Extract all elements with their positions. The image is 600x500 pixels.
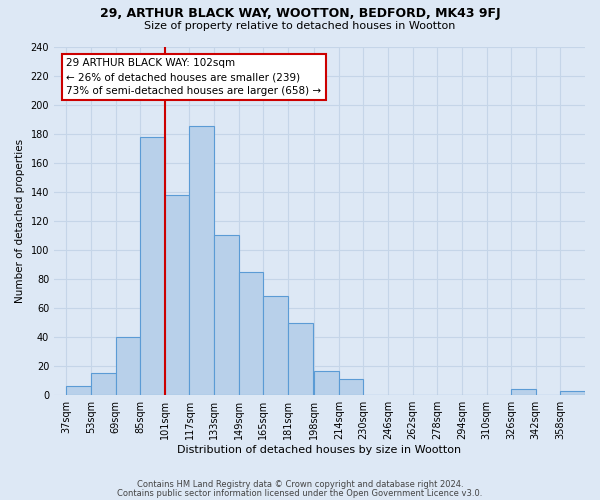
Bar	[511, 390, 536, 395]
Y-axis label: Number of detached properties: Number of detached properties	[15, 139, 25, 303]
Bar	[339, 379, 364, 395]
Text: Contains HM Land Registry data © Crown copyright and database right 2024.: Contains HM Land Registry data © Crown c…	[137, 480, 463, 489]
Bar	[314, 370, 339, 395]
Text: 29, ARTHUR BLACK WAY, WOOTTON, BEDFORD, MK43 9FJ: 29, ARTHUR BLACK WAY, WOOTTON, BEDFORD, …	[100, 8, 500, 20]
Text: 29 ARTHUR BLACK WAY: 102sqm
← 26% of detached houses are smaller (239)
73% of se: 29 ARTHUR BLACK WAY: 102sqm ← 26% of det…	[67, 58, 322, 96]
Text: Contains public sector information licensed under the Open Government Licence v3: Contains public sector information licen…	[118, 488, 482, 498]
Text: Size of property relative to detached houses in Wootton: Size of property relative to detached ho…	[145, 21, 455, 31]
Bar	[288, 322, 313, 395]
Bar	[263, 296, 288, 395]
Bar	[560, 391, 585, 395]
Bar	[67, 386, 91, 395]
Bar	[239, 272, 263, 395]
Bar	[190, 126, 214, 395]
Bar	[140, 136, 165, 395]
Bar	[165, 194, 190, 395]
Bar	[91, 374, 116, 395]
Bar	[116, 337, 140, 395]
Bar	[214, 236, 239, 395]
X-axis label: Distribution of detached houses by size in Wootton: Distribution of detached houses by size …	[178, 445, 461, 455]
